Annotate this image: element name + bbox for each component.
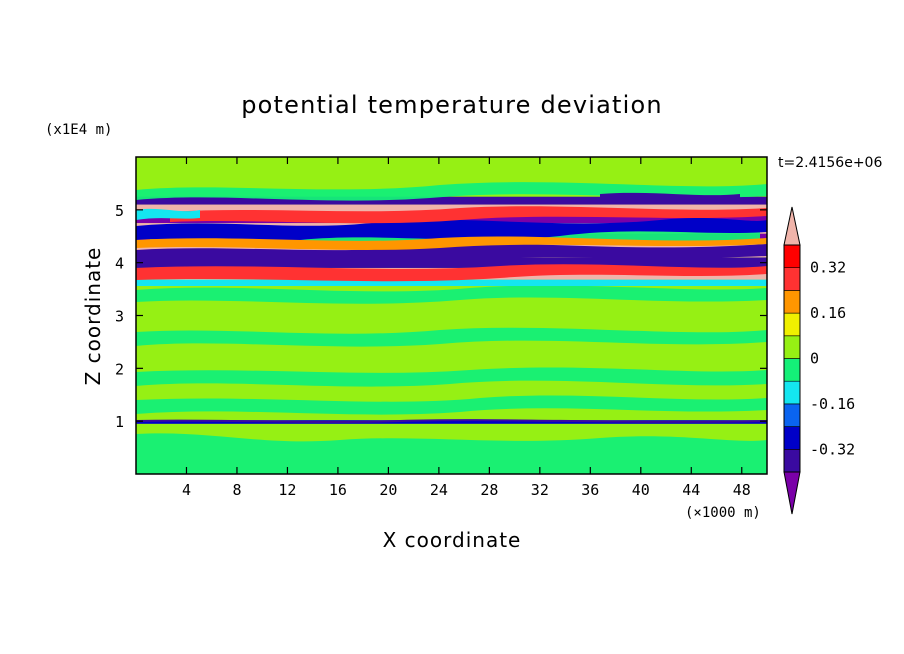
x-tick-label: 16 <box>329 481 347 499</box>
x-tick-label: 28 <box>480 481 498 499</box>
colorbar-max-arrow <box>783 206 801 246</box>
colorbar-segment <box>783 312 801 337</box>
colorbar-tick-label: -0.32 <box>810 440 855 458</box>
colorbar-segment <box>783 403 801 427</box>
colorbar-segment <box>783 244 801 269</box>
y-tick-label: 2 <box>115 360 124 378</box>
colorbar-segment <box>783 290 801 314</box>
x-tick-label: 40 <box>632 481 650 499</box>
colorbar: 0.32 0.16 0 -0.16 -0.32 <box>783 206 855 515</box>
y-axis-label: Z coordinate <box>81 247 105 386</box>
y-unit-label: (x1E4 m) <box>45 122 112 138</box>
colorbar-segment <box>783 448 801 473</box>
y-tick-label: 4 <box>115 255 124 273</box>
colorbar-tick-label: 0.16 <box>810 304 846 322</box>
field-band-5 <box>136 257 767 268</box>
colorbar-frame <box>783 244 801 473</box>
time-label: t=2.4156e+06 <box>778 155 882 171</box>
x-tick-label: 20 <box>379 481 397 499</box>
x-unit-label: (×1000 m) <box>685 505 761 521</box>
x-tick-label: 36 <box>581 481 599 499</box>
colorbar-segment <box>783 426 801 450</box>
x-tick-label: 44 <box>682 481 700 499</box>
upper-field-waves <box>136 192 767 286</box>
y-tick-label: 5 <box>115 202 124 220</box>
x-tick-label: 12 <box>278 481 296 499</box>
x-tick-label: 32 <box>531 481 549 499</box>
colorbar-segment <box>783 358 801 382</box>
x-tick-label: 4 <box>182 481 191 499</box>
colorbar-min-arrow <box>783 471 801 515</box>
colorbar-tick-label: 0.32 <box>810 259 846 277</box>
colorbar-tick-label: -0.16 <box>810 395 855 413</box>
colorbar-tick-label: 0 <box>810 350 819 368</box>
colorbar-segment <box>783 380 801 405</box>
x-tick-label: 24 <box>430 481 448 499</box>
x-tick-label: 8 <box>232 481 241 499</box>
field-band-1 <box>136 420 767 424</box>
colorbar-segment <box>783 335 801 359</box>
low-level-line <box>136 419 767 423</box>
field-band-2 <box>136 283 767 421</box>
y-axis: 1 2 3 4 5 <box>115 202 767 431</box>
field-band-11 <box>136 196 767 205</box>
contour-field <box>136 157 767 474</box>
y-tick-label: 3 <box>115 308 124 326</box>
y-tick-label: 1 <box>115 413 124 431</box>
colorbar-segment <box>783 267 801 291</box>
chart-title: potential temperature deviation <box>241 91 663 119</box>
x-axis-label: X coordinate <box>383 528 522 552</box>
x-axis: 4 8 12 16 20 24 28 32 36 40 44 48 <box>182 157 751 499</box>
x-tick-label: 48 <box>733 481 751 499</box>
